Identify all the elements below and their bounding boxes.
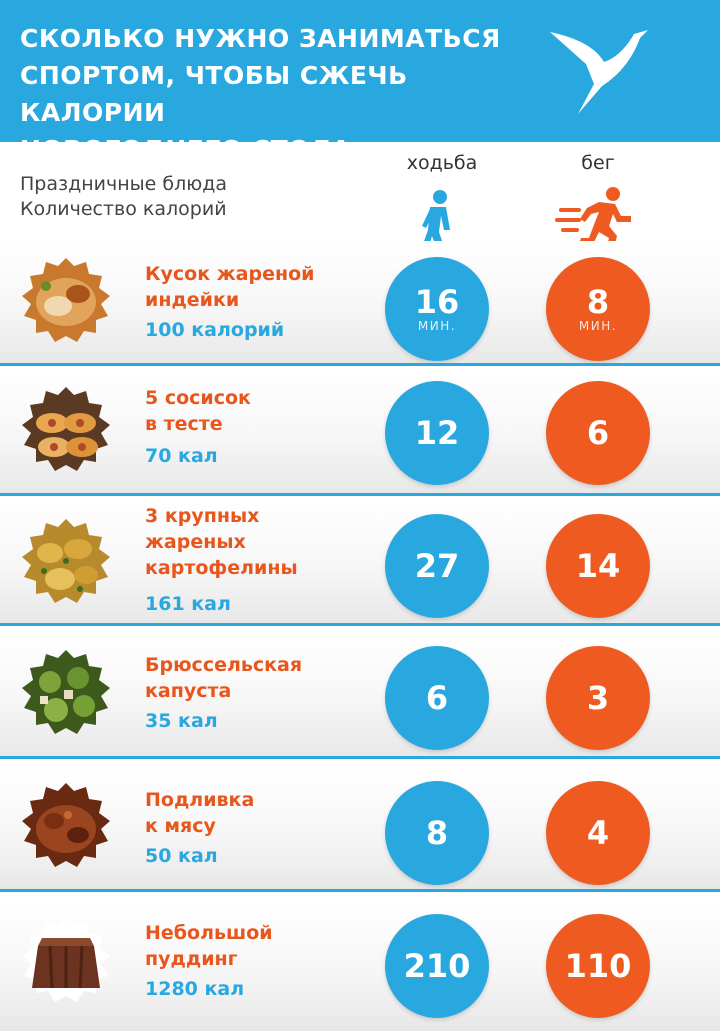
dish-name: 5 сосисок в тесте bbox=[145, 387, 251, 435]
run-minutes-circle: 8 МИН. bbox=[546, 257, 650, 361]
sausage-rolls-image bbox=[22, 387, 110, 471]
walk-minutes-value: 16 bbox=[414, 283, 460, 321]
running-person-icon bbox=[555, 187, 631, 252]
column-run-label: бег bbox=[581, 152, 615, 174]
dish-calories: 161 кал bbox=[145, 593, 231, 615]
dish-row: Подливка к мясу 50 кал 8 4 bbox=[0, 767, 720, 892]
subtitle-dishes: Праздничные блюда bbox=[20, 173, 228, 195]
run-minutes-value: 8 bbox=[586, 283, 610, 321]
subtitle-calories: Количество калорий bbox=[20, 198, 227, 220]
run-minutes-value: 14 bbox=[575, 547, 621, 585]
walk-minutes-circle: 27 bbox=[385, 514, 489, 618]
run-minutes-unit: МИН. bbox=[578, 319, 618, 333]
dish-name: Брюссельская капуста bbox=[145, 654, 303, 702]
dish-row: 5 сосисок в тесте 70 кал 12 6 bbox=[0, 371, 720, 496]
walk-minutes-circle: 12 bbox=[385, 381, 489, 485]
dish-calories: 35 кал bbox=[145, 710, 218, 732]
walk-minutes-value: 12 bbox=[414, 414, 460, 452]
run-minutes-circle: 110 bbox=[546, 914, 650, 1018]
dish-name: Кусок жареной индейки bbox=[145, 263, 315, 311]
dish-row: 3 крупных жареных картофелины 161 кал 27… bbox=[0, 501, 720, 626]
swallow-logo-icon bbox=[550, 30, 648, 114]
dish-row: Брюссельская капуста 35 кал 6 3 bbox=[0, 634, 720, 759]
dish-calories: 1280 кал bbox=[145, 978, 245, 1000]
dish-name: Небольшой пуддинг bbox=[145, 922, 273, 970]
walk-minutes-value: 27 bbox=[414, 547, 460, 585]
run-minutes-value: 4 bbox=[586, 814, 610, 852]
dish-calories: 100 калорий bbox=[145, 319, 285, 341]
run-minutes-circle: 6 bbox=[546, 381, 650, 485]
run-minutes-value: 110 bbox=[564, 947, 632, 985]
walk-minutes-circle: 8 bbox=[385, 781, 489, 885]
dish-row: Небольшой пуддинг 1280 кал 210 110 bbox=[0, 900, 720, 1031]
row-divider bbox=[0, 623, 720, 626]
walk-minutes-value: 6 bbox=[425, 679, 449, 717]
run-minutes-value: 6 bbox=[586, 414, 610, 452]
dish-calories: 50 кал bbox=[145, 845, 218, 867]
brussels-sprouts-image bbox=[22, 650, 110, 734]
walk-minutes-unit: МИН. bbox=[417, 319, 457, 333]
row-divider bbox=[0, 889, 720, 892]
header-banner: СКОЛЬКО НУЖНО ЗАНИМАТЬСЯ СПОРТОМ, ЧТОБЫ … bbox=[0, 0, 720, 164]
run-minutes-value: 3 bbox=[586, 679, 610, 717]
row-divider bbox=[0, 363, 720, 366]
walk-minutes-circle: 210 bbox=[385, 914, 489, 1018]
dish-calories: 70 кал bbox=[145, 445, 218, 467]
walk-minutes-circle: 16 МИН. bbox=[385, 257, 489, 361]
walk-minutes-value: 210 bbox=[403, 947, 471, 985]
dish-row: Кусок жареной индейки 100 калорий 16 МИН… bbox=[0, 241, 720, 366]
subtitle: Праздничные блюда Количество калорий bbox=[20, 172, 227, 222]
run-minutes-circle: 3 bbox=[546, 646, 650, 750]
row-divider bbox=[0, 493, 720, 496]
roast-turkey-image bbox=[22, 258, 110, 342]
dish-name: Подливка к мясу bbox=[145, 789, 255, 837]
page-title: СКОЛЬКО НУЖНО ЗАНИМАТЬСЯ СПОРТОМ, ЧТОБЫ … bbox=[20, 24, 501, 164]
chocolate-pudding-image bbox=[22, 918, 110, 1002]
row-divider bbox=[0, 756, 720, 759]
run-minutes-circle: 14 bbox=[546, 514, 650, 618]
walk-minutes-circle: 6 bbox=[385, 646, 489, 750]
run-minutes-circle: 4 bbox=[546, 781, 650, 885]
walk-minutes-value: 8 bbox=[425, 814, 449, 852]
gravy-meat-image bbox=[22, 783, 110, 867]
roast-potatoes-image bbox=[22, 519, 110, 603]
column-walk-label: ходьба bbox=[406, 152, 478, 174]
dish-name: 3 крупных жареных картофелины bbox=[145, 505, 298, 579]
